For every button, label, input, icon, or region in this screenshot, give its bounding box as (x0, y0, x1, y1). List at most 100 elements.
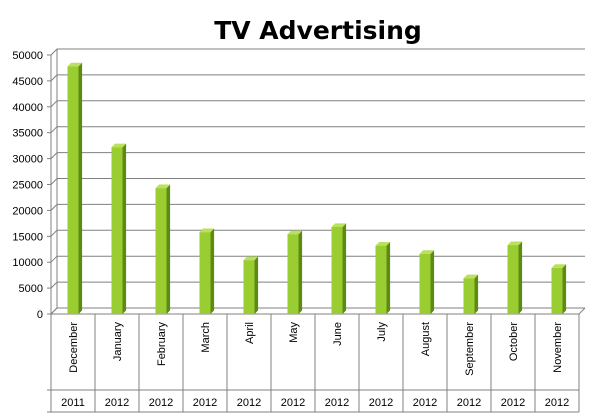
chart-back-wall (50, 49, 586, 315)
bar-front (67, 66, 79, 315)
bar (155, 184, 171, 314)
bar (287, 230, 303, 314)
x-tick-label: January (112, 322, 124, 362)
x-year-label: 2012 (237, 397, 261, 409)
bar-front (111, 147, 123, 314)
bar-side (122, 143, 127, 314)
gridline (50, 281, 585, 289)
bar-top (507, 241, 523, 246)
x-tick-label: December (68, 322, 80, 373)
x-year-label: 2011 (61, 397, 85, 409)
y-tick-label: 35000 (12, 128, 43, 140)
bar-front (375, 245, 387, 314)
bar-side (386, 242, 391, 314)
bar (419, 250, 435, 314)
bar-front (199, 232, 211, 314)
floor-right-edge (578, 307, 586, 315)
x-tick-label: September (464, 322, 476, 376)
bar-top (67, 62, 83, 67)
gridline (50, 203, 585, 211)
x-year-label: 2012 (149, 397, 173, 409)
bar-side (562, 264, 567, 314)
y-tick-label: 10000 (12, 257, 43, 269)
bar-side (78, 62, 83, 314)
x-tick-label: November (552, 322, 564, 373)
bar-top (551, 264, 567, 268)
x-year-label: 2012 (457, 397, 481, 409)
gridlines (50, 48, 585, 315)
x-tick-label: February (156, 322, 168, 367)
gridline (50, 229, 585, 237)
chart-title: TV Advertising (214, 16, 422, 45)
bar-side (430, 250, 435, 314)
bar (507, 241, 523, 314)
x-year-label: 2012 (105, 397, 129, 409)
bars (67, 62, 567, 315)
gridline (50, 48, 585, 56)
bar-front (507, 245, 519, 314)
x-year-label: 2012 (193, 397, 217, 409)
bar-front (463, 278, 475, 314)
bar (463, 274, 479, 314)
gridline (50, 100, 585, 108)
bar-side (166, 184, 171, 314)
y-axis: 0 5000 10000 15000 20000 25000 30000 35000 40000… (12, 50, 52, 321)
y-tick-label: 5000 (19, 283, 43, 295)
gridline (50, 74, 585, 82)
y-tick-label: 30000 (12, 154, 43, 166)
bar-front (419, 253, 431, 314)
bar-top (375, 242, 391, 246)
bar-side (342, 223, 347, 314)
y-tick-label: 20000 (12, 205, 43, 217)
bar (111, 143, 127, 314)
bar-front (331, 226, 343, 314)
x-year-label: 2012 (281, 397, 305, 409)
gridline (50, 307, 585, 315)
x-tick-label: August (420, 322, 432, 356)
bar (67, 62, 83, 315)
bar-top (463, 274, 479, 279)
gridline (50, 126, 585, 134)
y-tick-label: 15000 (12, 231, 43, 243)
bar-top (155, 184, 171, 189)
x-tick-label: October (508, 322, 520, 361)
gridline (50, 178, 585, 185)
x-year-label: 2012 (325, 397, 349, 409)
y-tick-label: 45000 (12, 76, 43, 88)
x-tick-label: July (376, 322, 388, 342)
bar (375, 242, 391, 314)
bar-side (518, 241, 523, 314)
bar-side (210, 228, 215, 314)
x-year-label: 2012 (369, 397, 393, 409)
bar-top (243, 256, 259, 261)
bar-front (287, 234, 299, 314)
x-tick-label: June (332, 322, 344, 346)
x-year-label: 2012 (501, 397, 525, 409)
bar-top (199, 228, 215, 233)
gridline (50, 255, 585, 263)
gridline (50, 152, 585, 159)
x-year-label: 2012 (545, 397, 569, 409)
bar-front (551, 267, 563, 314)
bar (243, 256, 259, 314)
bar (331, 223, 347, 314)
bar-top (419, 250, 435, 254)
x-axis: December 2011 January 2012 February 2012 March… (47, 314, 580, 413)
x-tick-label: May (288, 322, 300, 343)
bar-side (474, 274, 479, 314)
y-tick-label: 50000 (12, 50, 43, 62)
bar-top (331, 223, 347, 227)
y-tick-label: 40000 (12, 102, 43, 114)
y-tick-label: 0 (37, 309, 43, 321)
bar-front (155, 188, 167, 314)
x-tick-label: March (200, 322, 212, 353)
y-tick-label: 25000 (12, 180, 43, 192)
x-year-label: 2012 (413, 397, 437, 409)
bar-top (111, 143, 127, 148)
bar (551, 264, 567, 314)
x-tick-label: April (244, 322, 256, 344)
bar-top (287, 230, 303, 235)
bar-side (298, 230, 303, 314)
bar (199, 228, 215, 314)
